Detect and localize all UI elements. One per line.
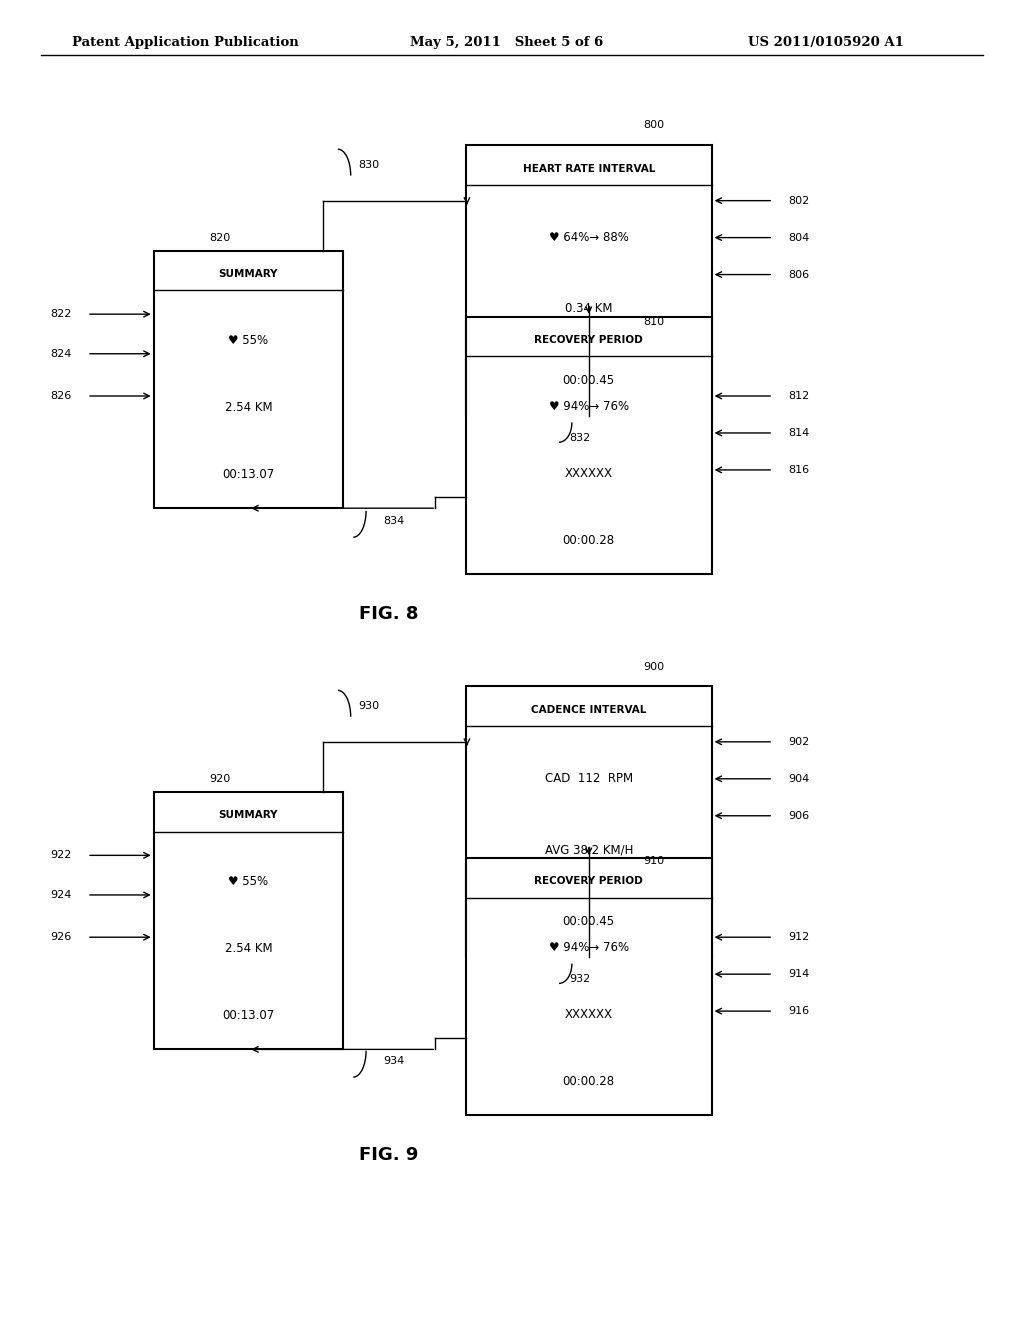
Bar (154, 251, 343, 508)
Text: RECOVERY PERIOD: RECOVERY PERIOD (535, 335, 643, 346)
Text: 2.54 KM: 2.54 KM (224, 942, 272, 956)
Text: SUMMARY: SUMMARY (218, 269, 279, 280)
Text: 00:13.07: 00:13.07 (222, 469, 274, 480)
Text: 816: 816 (788, 465, 810, 475)
Text: ♥ 64%→ 88%: ♥ 64%→ 88% (549, 231, 629, 244)
Text: 910: 910 (643, 855, 665, 866)
Text: 2.54 KM: 2.54 KM (224, 401, 272, 414)
Text: 814: 814 (788, 428, 810, 438)
Text: 820: 820 (210, 232, 230, 243)
Text: 900: 900 (643, 661, 665, 672)
Text: 914: 914 (788, 969, 810, 979)
Bar (466, 317, 712, 574)
Text: 934: 934 (384, 1056, 404, 1067)
Text: FIG. 9: FIG. 9 (359, 1146, 419, 1164)
Text: 924: 924 (50, 890, 72, 900)
Text: 826: 826 (50, 391, 72, 401)
Text: 830: 830 (358, 160, 379, 170)
Text: 804: 804 (788, 232, 810, 243)
Text: CADENCE INTERVAL: CADENCE INTERVAL (531, 705, 646, 715)
Text: 800: 800 (643, 120, 665, 131)
Text: 00:00.28: 00:00.28 (563, 535, 614, 546)
Text: XXXXXX: XXXXXX (565, 467, 612, 480)
Text: 00:00.45: 00:00.45 (563, 915, 614, 928)
Text: 932: 932 (569, 974, 591, 985)
Text: 922: 922 (50, 850, 72, 861)
Text: SUMMARY: SUMMARY (218, 810, 279, 821)
Bar (466, 858, 712, 1115)
Text: ♥ 94%→ 76%: ♥ 94%→ 76% (549, 941, 629, 954)
Text: Patent Application Publication: Patent Application Publication (72, 36, 298, 49)
Text: FIG. 8: FIG. 8 (359, 605, 419, 623)
Text: HEART RATE INTERVAL: HEART RATE INTERVAL (522, 164, 655, 174)
Text: 906: 906 (788, 810, 810, 821)
Text: 916: 916 (788, 1006, 810, 1016)
Text: 912: 912 (788, 932, 810, 942)
Text: 920: 920 (210, 774, 230, 784)
Text: 904: 904 (788, 774, 810, 784)
Text: 810: 810 (643, 317, 665, 327)
Bar (466, 686, 712, 957)
Text: 00:00.45: 00:00.45 (563, 374, 614, 387)
Bar (466, 145, 712, 416)
Text: 926: 926 (50, 932, 72, 942)
Text: May 5, 2011   Sheet 5 of 6: May 5, 2011 Sheet 5 of 6 (410, 36, 603, 49)
Text: 806: 806 (788, 269, 810, 280)
Text: ♥ 94%→ 76%: ♥ 94%→ 76% (549, 400, 629, 413)
Bar (154, 792, 343, 1049)
Text: 834: 834 (384, 516, 404, 527)
Text: ♥ 55%: ♥ 55% (228, 875, 268, 888)
Text: 0.34 KM: 0.34 KM (565, 302, 612, 315)
Text: AVG 38.2 KM/H: AVG 38.2 KM/H (545, 843, 633, 857)
Text: 902: 902 (788, 737, 810, 747)
Text: 824: 824 (50, 348, 72, 359)
Text: 00:13.07: 00:13.07 (222, 1010, 274, 1022)
Text: 822: 822 (50, 309, 72, 319)
Text: US 2011/0105920 A1: US 2011/0105920 A1 (748, 36, 903, 49)
Text: 00:00.28: 00:00.28 (563, 1076, 614, 1088)
Text: 832: 832 (569, 433, 591, 444)
Text: 802: 802 (788, 195, 810, 206)
Text: XXXXXX: XXXXXX (565, 1008, 612, 1022)
Text: RECOVERY PERIOD: RECOVERY PERIOD (535, 876, 643, 887)
Text: 812: 812 (788, 391, 810, 401)
Text: ♥ 55%: ♥ 55% (228, 334, 268, 347)
Text: CAD  112  RPM: CAD 112 RPM (545, 772, 633, 785)
Text: 930: 930 (358, 701, 379, 711)
